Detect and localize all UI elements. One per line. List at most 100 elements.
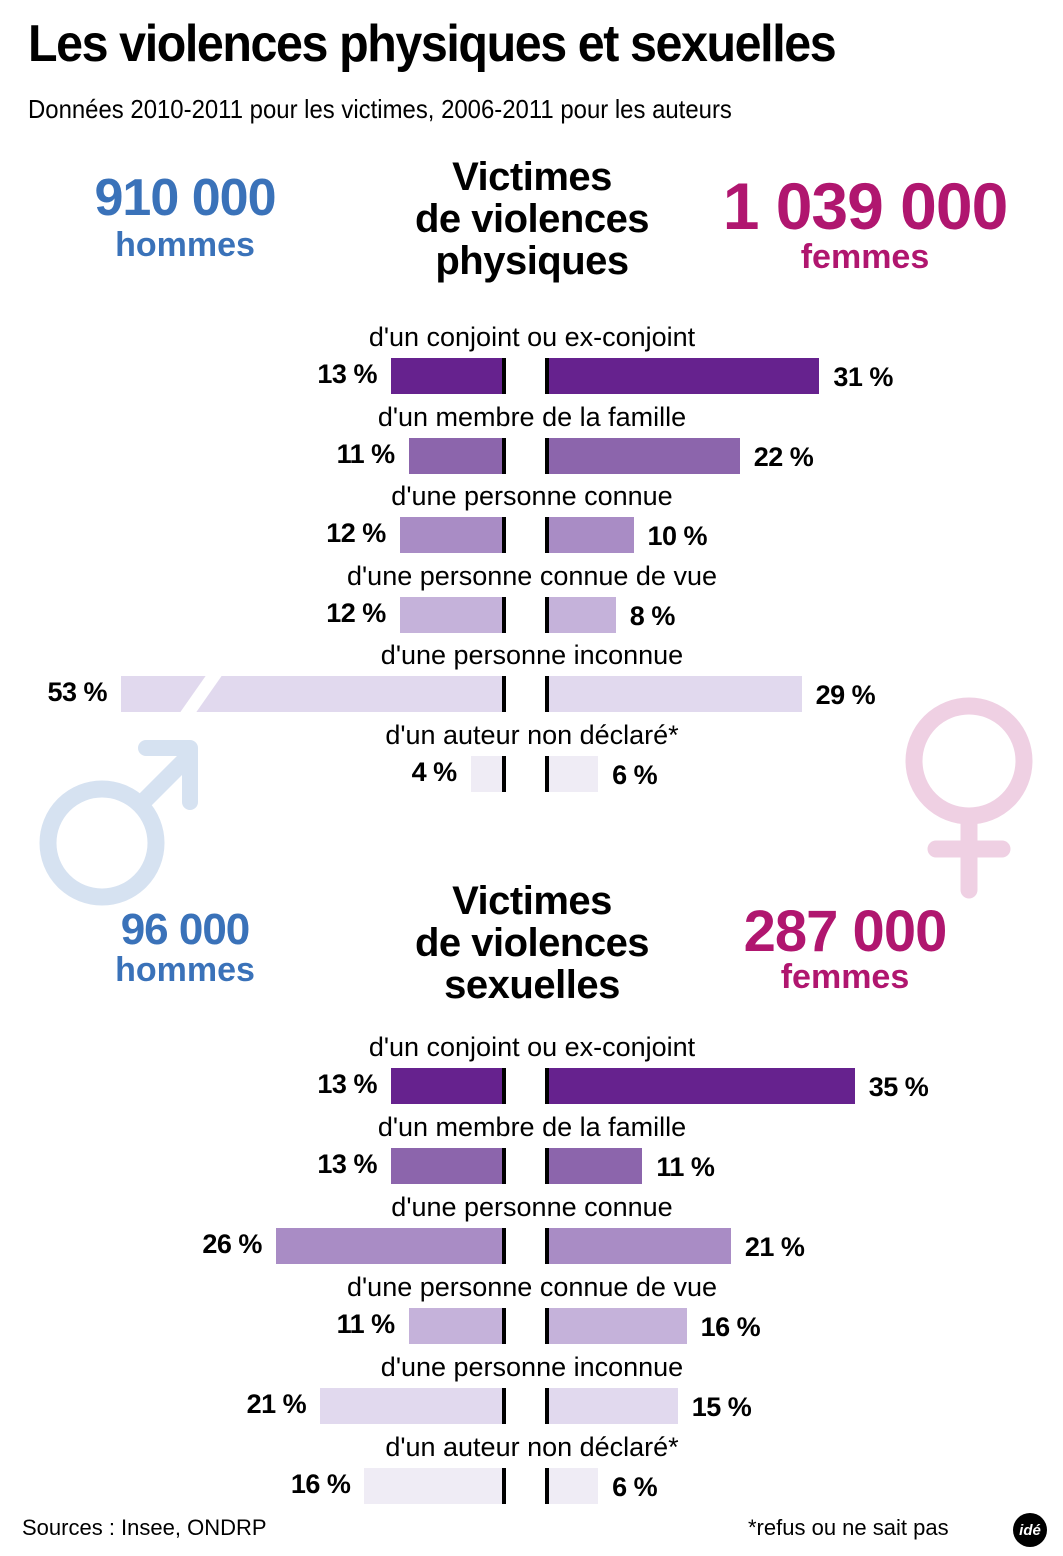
section-title-line: de violences xyxy=(414,921,650,965)
axis-tick xyxy=(545,358,549,394)
women-percent: 6 % xyxy=(612,759,658,790)
men-bar xyxy=(408,437,506,474)
sexual-men-label: hommes xyxy=(115,951,255,989)
men-percent: 4 % xyxy=(411,756,458,787)
men-percent: 26 % xyxy=(202,1229,262,1259)
men-percent: 12 % xyxy=(326,518,386,548)
axis-tick xyxy=(545,1228,549,1264)
category-label: d'une personne inconnue xyxy=(380,640,684,670)
women-percent: 31 % xyxy=(833,362,893,392)
female-symbol-icon xyxy=(905,697,1033,899)
physical-women-count: 1 039 000 xyxy=(722,169,1009,243)
axis-tick xyxy=(502,1228,506,1264)
footnote: *refus ou ne sait pas xyxy=(748,1515,949,1540)
axis-tick xyxy=(545,1388,549,1424)
section-title-line: de violences xyxy=(414,197,650,241)
axis-tick xyxy=(545,1308,549,1344)
axis-tick xyxy=(545,1468,549,1504)
axis-tick xyxy=(502,676,506,712)
women-bar xyxy=(545,1388,678,1424)
men-bar xyxy=(364,1468,506,1504)
axis-tick xyxy=(502,437,506,474)
women-percent: 21 % xyxy=(744,1232,805,1262)
men-percent: 12 % xyxy=(326,597,386,628)
axis-tick xyxy=(502,358,506,394)
category-label: d'une personne connue xyxy=(391,481,673,511)
page-subtitle: Données 2010-2011 pour les victimes, 200… xyxy=(28,94,732,124)
women-percent: 16 % xyxy=(700,1312,761,1342)
axis-tick xyxy=(545,1148,549,1184)
axis-tick xyxy=(502,1468,506,1504)
men-percent: 11 % xyxy=(336,438,396,469)
women-bar xyxy=(545,755,599,792)
women-bar xyxy=(545,1068,855,1104)
axis-tick xyxy=(502,1148,506,1184)
women-bar xyxy=(545,1148,643,1184)
men-bar xyxy=(390,1068,506,1104)
men-bar xyxy=(390,1148,506,1184)
men-percent: 53 % xyxy=(47,677,107,707)
axis-tick xyxy=(545,517,549,553)
category-label: d'une personne connue de vue xyxy=(347,560,717,591)
sources-note: Sources : Insee, ONDRP xyxy=(22,1515,267,1540)
women-percent: 11 % xyxy=(656,1152,715,1182)
category-label: d'une personne connue xyxy=(391,1192,673,1222)
men-percent: 13 % xyxy=(317,359,377,389)
women-percent: 10 % xyxy=(647,521,708,551)
category-label: d'un auteur non déclaré* xyxy=(385,719,679,750)
women-percent: 22 % xyxy=(753,441,814,472)
category-label: d'un auteur non déclaré* xyxy=(385,1432,679,1462)
section-title-line: Victimes xyxy=(452,879,612,923)
axis-tick xyxy=(545,755,549,792)
women-bar xyxy=(545,517,634,553)
axis-tick xyxy=(545,676,549,712)
men-bar xyxy=(320,1388,506,1424)
category-label: d'un membre de la famille xyxy=(377,401,687,432)
ide-logo: idé xyxy=(1013,1513,1047,1547)
men-bar xyxy=(121,676,506,712)
male-symbol-icon xyxy=(39,740,198,906)
category-label: d'une personne inconnue xyxy=(380,1352,684,1382)
physical-women-label: femmes xyxy=(800,238,930,276)
women-bar xyxy=(545,1468,599,1504)
physical-men-count: 910 000 xyxy=(94,169,277,227)
men-percent: 13 % xyxy=(317,1069,377,1099)
section-title-line: physiques xyxy=(435,239,629,283)
category-label: d'un membre de la famille xyxy=(377,1112,687,1142)
axis-tick xyxy=(545,1068,549,1104)
men-bar xyxy=(399,517,506,553)
axis-tick xyxy=(502,1388,506,1424)
sexual-men-count: 96 000 xyxy=(120,905,251,954)
axis-tick xyxy=(502,755,506,792)
page-title: Les violences physiques et sexuelles xyxy=(28,15,837,73)
women-bar xyxy=(545,1308,687,1344)
women-bar xyxy=(545,1228,731,1264)
physical-men-label: hommes xyxy=(115,226,255,264)
axis-tick xyxy=(502,1068,506,1104)
women-bar xyxy=(545,676,802,712)
men-percent: 13 % xyxy=(317,1149,377,1179)
category-label: d'un conjoint ou ex-conjoint xyxy=(368,322,696,352)
women-bar xyxy=(545,358,820,394)
men-bar xyxy=(275,1228,506,1264)
category-label: d'une personne connue de vue xyxy=(347,1272,717,1302)
women-percent: 35 % xyxy=(868,1072,929,1102)
women-bar xyxy=(545,596,616,633)
men-percent: 21 % xyxy=(246,1389,307,1419)
women-percent: 15 % xyxy=(691,1392,752,1422)
women-percent: 29 % xyxy=(815,680,876,710)
women-percent: 8 % xyxy=(629,600,676,631)
sexual-women-count: 287 000 xyxy=(743,899,948,964)
men-bar xyxy=(408,1308,506,1344)
men-bar xyxy=(390,358,506,394)
axis-tick xyxy=(502,517,506,553)
physical-section-title: Victimes de violences physiques xyxy=(382,156,682,282)
axis-tick xyxy=(502,1308,506,1344)
section-title-line: Victimes xyxy=(452,155,612,199)
men-percent: 11 % xyxy=(336,1309,396,1339)
women-bar xyxy=(545,437,740,474)
axis-tick xyxy=(502,596,506,633)
women-percent: 6 % xyxy=(612,1472,658,1502)
men-bar xyxy=(399,596,506,633)
category-label: d'un conjoint ou ex-conjoint xyxy=(368,1032,696,1062)
